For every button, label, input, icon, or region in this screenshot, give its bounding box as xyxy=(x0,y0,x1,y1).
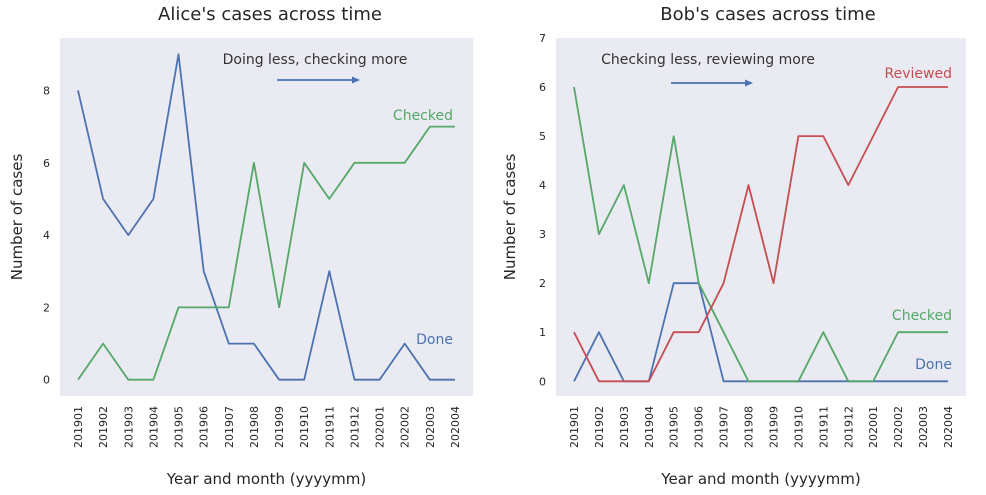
bob-x-axis-label: Year and month (yyyymm) xyxy=(660,470,860,488)
bob-x-tick-label: 201902 xyxy=(593,406,606,448)
alice-x-axis-label: Year and month (yyyymm) xyxy=(166,470,366,488)
bob-y-axis-label: Number of cases xyxy=(501,154,519,281)
bob-checked-label: Checked xyxy=(892,308,952,324)
bob-annotation-text: Checking less, reviewing more xyxy=(601,52,815,68)
alice-y-tick-label: 0 xyxy=(43,374,50,387)
alice-y-tick-label: 2 xyxy=(43,301,50,314)
alice-x-tick-label: 202001 xyxy=(374,406,387,448)
alice-y-axis-label: Number of cases xyxy=(8,154,26,281)
bob-x-tick-label: 201905 xyxy=(668,406,681,448)
alice-x-tick-label: 201906 xyxy=(198,406,211,448)
bob-y-tick-label: 5 xyxy=(539,130,546,143)
alice-x-tick-label: 201907 xyxy=(223,406,236,448)
alice-chart-title: Alice's cases across time xyxy=(158,4,382,25)
bob-x-tick-label: 202004 xyxy=(942,406,955,448)
alice-checked-line xyxy=(77,125,455,381)
alice-annotation-arrowhead xyxy=(352,76,360,84)
bob-x-tick-label: 202002 xyxy=(892,406,905,448)
bob-x-tick-label: 201910 xyxy=(792,406,805,448)
bob-x-tick-label: 202001 xyxy=(867,406,880,448)
bob-annotation-arrowhead xyxy=(745,79,753,87)
bob-reviewed-label: Reviewed xyxy=(885,66,952,82)
bob-checked-line xyxy=(573,86,948,383)
alice-x-tick-label: 201904 xyxy=(147,406,160,448)
alice-x-tick-label: 201903 xyxy=(122,406,135,448)
bob-x-tick-label: 201903 xyxy=(618,406,631,448)
bob-y-tick-label: 3 xyxy=(539,228,546,241)
bob-x-tick-label: 202003 xyxy=(917,406,930,448)
bob-x-tick-label: 201901 xyxy=(568,406,581,448)
bob-y-tick-label: 7 xyxy=(539,32,546,45)
alice-checked-label: Checked xyxy=(393,108,453,124)
alice-chart: Alice's cases across time 0 2 4 6 8 201901 2019… xyxy=(8,4,473,488)
alice-y-tick-label: 4 xyxy=(43,229,50,242)
alice-x-tick-label: 202003 xyxy=(424,406,437,448)
alice-x-tick-label: 202004 xyxy=(449,406,462,448)
bob-x-tick-label: 201912 xyxy=(842,406,855,448)
bob-x-tick-label: 201909 xyxy=(767,406,780,448)
alice-y-tick-label: 8 xyxy=(43,84,50,97)
bob-done-label: Done xyxy=(915,357,952,373)
alice-done-line xyxy=(77,53,455,381)
alice-x-tick-label: 201912 xyxy=(348,406,361,448)
bob-x-tick-label: 201906 xyxy=(693,406,706,448)
alice-done-label: Done xyxy=(416,332,453,348)
bob-plot-area xyxy=(556,38,966,396)
alice-x-tick-label: 201902 xyxy=(97,406,110,448)
bob-x-tick-label: 201907 xyxy=(718,406,731,448)
alice-x-tick-label: 201910 xyxy=(298,406,311,448)
alice-x-tick-label: 202002 xyxy=(399,406,412,448)
bob-y-tick-label: 0 xyxy=(539,375,546,388)
bob-chart: Bob's cases across time 0 1 2 3 4 5 6 7 201901 201… xyxy=(501,4,966,488)
bob-reviewed-line xyxy=(573,86,948,383)
alice-x-tick-label: 201911 xyxy=(323,406,336,448)
bob-y-tick-label: 2 xyxy=(539,277,546,290)
alice-x-tick-label: 201901 xyxy=(72,406,85,448)
bob-x-tick-label: 201904 xyxy=(643,406,656,448)
alice-annotation-text: Doing less, checking more xyxy=(223,52,408,68)
bob-y-tick-label: 4 xyxy=(539,179,546,192)
bob-chart-title: Bob's cases across time xyxy=(660,4,875,25)
bob-x-tick-label: 201908 xyxy=(743,406,756,448)
bob-y-tick-label: 1 xyxy=(539,326,546,339)
alice-plot-area xyxy=(60,38,473,396)
bob-y-tick-label: 6 xyxy=(539,81,546,94)
alice-x-tick-label: 201909 xyxy=(273,406,286,448)
alice-x-tick-label: 201905 xyxy=(173,406,186,448)
alice-x-tick-label: 201908 xyxy=(248,406,261,448)
alice-y-tick-label: 6 xyxy=(43,157,50,170)
bob-x-tick-label: 201911 xyxy=(817,406,830,448)
